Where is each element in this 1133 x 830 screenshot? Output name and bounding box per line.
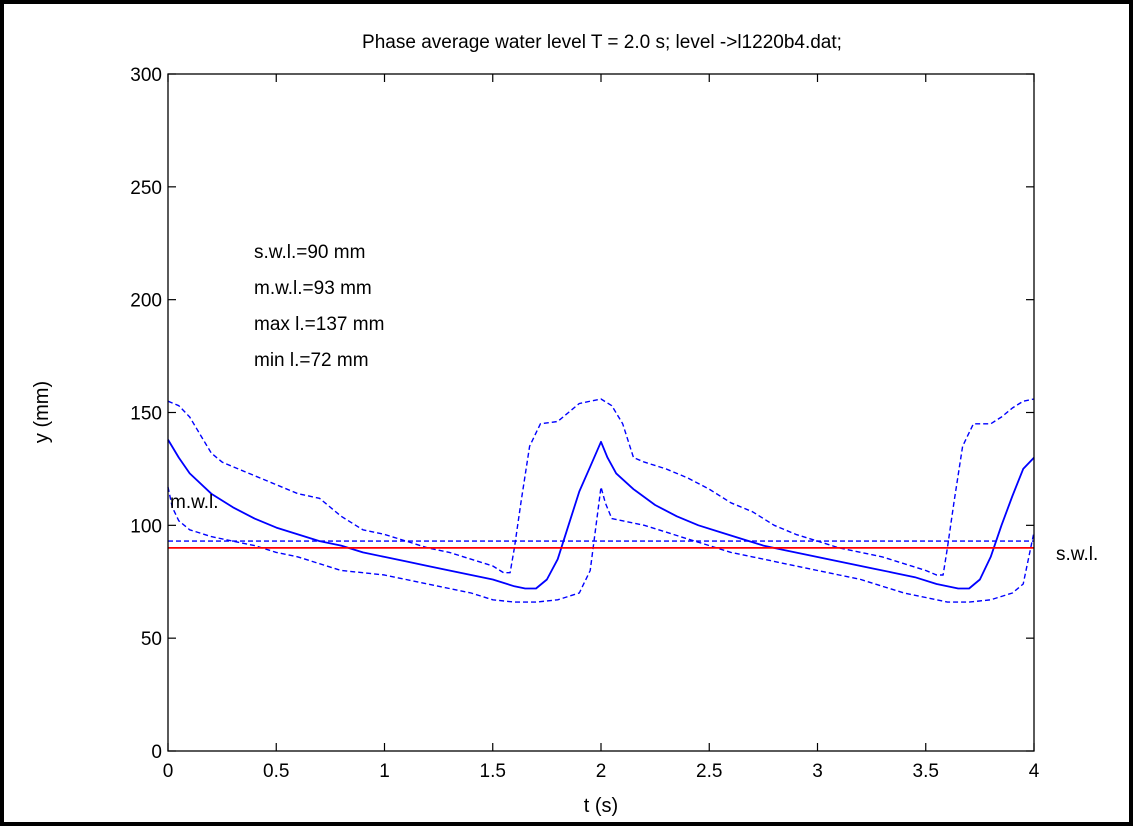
x-axis-label: t (s) [584,795,618,817]
axes-box [167,73,1035,752]
x-tick-label: 1.5 [480,761,506,782]
stat-mwl: m.w.l.=93 mm [254,278,372,299]
x-tick-label: 2.5 [696,761,722,782]
x-tick-label: 0 [163,761,174,782]
y-tick-label: 0 [151,742,162,763]
stat-max: max l.=137 mm [254,314,384,335]
y-tick-label: 300 [130,65,162,86]
swl-label: s.w.l. [1056,544,1098,565]
stat-swl: s.w.l.=90 mm [254,242,365,263]
x-tick-label: 0.5 [263,761,289,782]
series-layer [167,398,1035,603]
y-tick-label: 250 [130,178,162,199]
x-tick-label: 2 [596,761,607,782]
chart-title: Phase average water level T = 2.0 s; lev… [362,32,842,53]
y-tick-label: 100 [130,516,162,537]
mwl-label: m.w.l. [170,492,219,513]
x-tick-label: 3.5 [913,761,939,782]
y-tick-label: 50 [141,629,162,650]
series-line-upper-envelope [167,398,1035,576]
series-line-lower-envelope [167,486,1035,603]
y-tick-label: 200 [130,291,162,312]
x-tick-label: 1 [379,761,390,782]
x-tick-label: 3 [812,761,823,782]
y-axis-label: y (mm) [31,381,53,443]
stat-min: min l.=72 mm [254,350,369,371]
ticks-layer: 0 0.5 1 1.5 2 2.5 3 3.5 4 0 50 100 150 200 250 300 [130,65,1039,782]
x-tick-label: 4 [1029,761,1040,782]
water-level-chart: Phase average water level T = 2.0 s; lev… [31,32,1098,817]
y-tick-label: 150 [130,404,162,425]
series-line-mean [167,439,1035,590]
